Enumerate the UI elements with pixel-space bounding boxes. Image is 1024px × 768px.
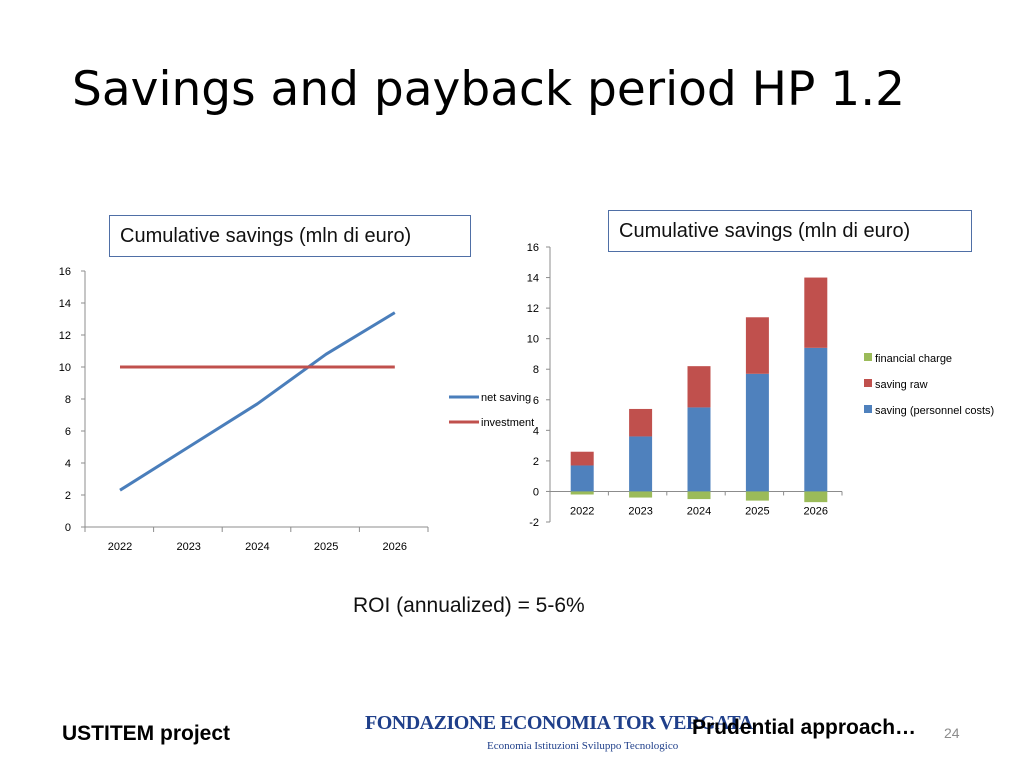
y-tick-label: 0 — [533, 486, 539, 498]
x-tick-label: 2026 — [804, 505, 828, 517]
x-tick-label: 2023 — [176, 541, 200, 553]
bar-segment-saving-personnel-costs — [687, 407, 711, 492]
legend-label: net saving — [481, 392, 531, 404]
legend-label: financial charge — [875, 353, 952, 365]
bar-chart-title: Cumulative savings (mln di euro) — [608, 210, 972, 252]
y-tick-label: 10 — [527, 334, 539, 346]
x-tick-label: 2022 — [570, 505, 594, 517]
y-tick-label: 4 — [533, 425, 539, 437]
x-tick-label: 2024 — [687, 505, 711, 517]
bar-segment-saving-personnel-costs — [570, 465, 594, 492]
legend-swatch — [864, 405, 872, 413]
x-tick-label: 2024 — [245, 541, 269, 553]
y-tick-label: 14 — [527, 273, 539, 285]
legend-swatch — [864, 379, 872, 387]
x-tick-label: 2025 — [745, 505, 769, 517]
x-tick-label: 2022 — [108, 541, 132, 553]
x-tick-label: 2025 — [314, 541, 338, 553]
footer-project-label: USTITEM project — [62, 722, 231, 745]
footer-note: Prudential approach… — [692, 716, 917, 739]
y-tick-label: 10 — [59, 362, 71, 374]
bar-segment-saving-raw — [804, 277, 828, 348]
logo-sub-text: Economia Istituzioni Sviluppo Tecnologic… — [487, 740, 679, 752]
y-tick-label: 6 — [65, 426, 71, 438]
slide-title: Savings and payback period HP 1.2 — [72, 62, 906, 117]
legend-label: investment — [481, 417, 534, 429]
y-tick-label: 12 — [527, 303, 539, 315]
legend-label: saving (personnel costs) — [875, 405, 994, 417]
y-tick-label: 8 — [533, 364, 539, 376]
line-chart-title: Cumulative savings (mln di euro) — [109, 215, 471, 257]
y-tick-label: 12 — [59, 330, 71, 342]
foundation-logo: FONDAZIONE ECONOMIA TOR VERGATA Economia… — [365, 712, 753, 758]
x-tick-label: 2026 — [383, 541, 407, 553]
bar-segment-saving-raw — [629, 408, 653, 437]
bar-segment-financial-charge — [804, 491, 828, 503]
y-tick-label: 2 — [65, 490, 71, 502]
page-number: 24 — [944, 725, 960, 741]
bar-segment-financial-charge — [570, 491, 594, 495]
y-tick-label: 0 — [65, 522, 71, 534]
y-tick-label: -2 — [529, 517, 539, 529]
y-tick-label: 2 — [533, 456, 539, 468]
bar-segment-saving-personnel-costs — [629, 436, 653, 492]
y-tick-label: 8 — [65, 394, 71, 406]
y-tick-label: 6 — [533, 395, 539, 407]
bar-segment-saving-raw — [687, 366, 711, 408]
legend-swatch — [864, 353, 872, 361]
y-tick-label: 16 — [59, 266, 71, 278]
roi-text: ROI (annualized) = 5-6% — [353, 594, 585, 617]
logo-main-text: FONDAZIONE ECONOMIA TOR VERGATA — [365, 712, 753, 734]
legend-label: saving raw — [875, 379, 928, 391]
bar-segment-financial-charge — [687, 491, 711, 500]
bar-segment-financial-charge — [629, 491, 653, 498]
y-tick-label: 16 — [527, 242, 539, 254]
x-tick-label: 2023 — [628, 505, 652, 517]
y-tick-label: 14 — [59, 298, 71, 310]
bar-segment-saving-raw — [745, 317, 769, 374]
bar-segment-financial-charge — [745, 491, 769, 501]
bar-segment-saving-raw — [570, 451, 594, 466]
bar-segment-saving-personnel-costs — [804, 347, 828, 492]
bar-segment-saving-personnel-costs — [745, 373, 769, 492]
y-tick-label: 4 — [65, 458, 71, 470]
